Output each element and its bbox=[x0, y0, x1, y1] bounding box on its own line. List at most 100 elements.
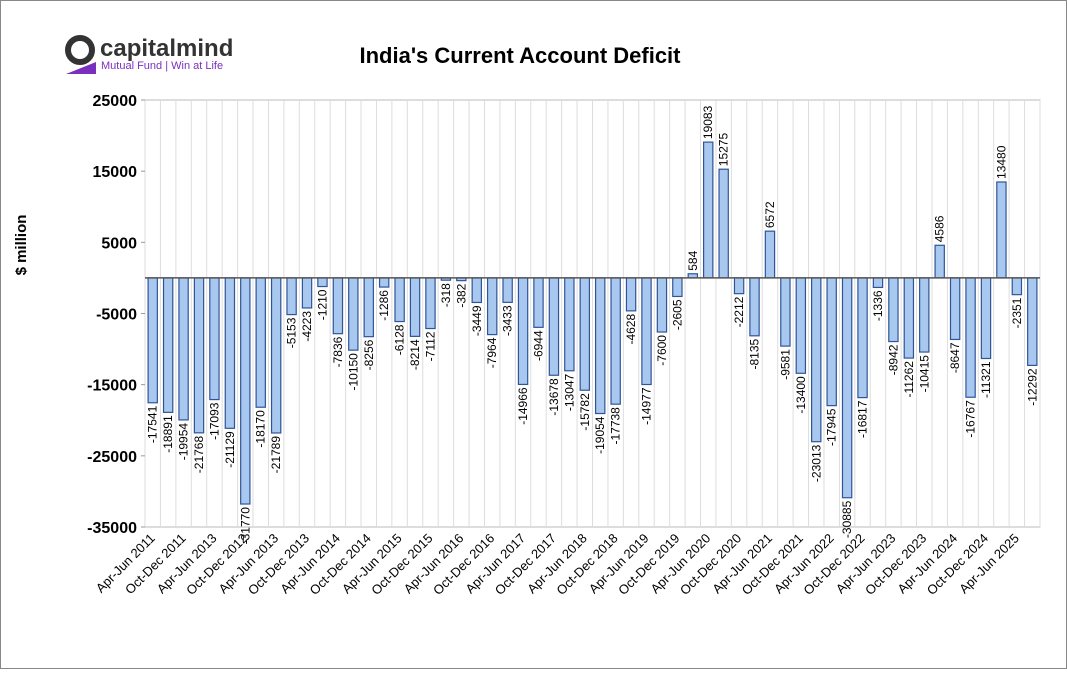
data-label: -12292 bbox=[1025, 368, 1039, 406]
data-label: -21768 bbox=[192, 436, 206, 474]
bar bbox=[317, 277, 328, 288]
bar bbox=[656, 277, 668, 333]
data-label: -17945 bbox=[825, 408, 839, 446]
data-label: -17093 bbox=[207, 402, 221, 440]
data-label: -14977 bbox=[640, 387, 654, 425]
data-label: -21789 bbox=[269, 436, 283, 474]
data-label: -9581 bbox=[778, 349, 792, 380]
bar bbox=[780, 277, 791, 347]
data-label: -1210 bbox=[315, 289, 329, 320]
data-label: 13480 bbox=[994, 145, 1008, 179]
bar bbox=[749, 277, 760, 337]
bar bbox=[903, 277, 915, 359]
data-label: -18170 bbox=[254, 410, 268, 448]
data-label: -13678 bbox=[547, 378, 561, 416]
bar bbox=[240, 277, 251, 505]
data-label: -17541 bbox=[146, 405, 160, 443]
bar bbox=[1011, 277, 1023, 296]
data-label: -10150 bbox=[346, 353, 360, 391]
y-tick-label: 15000 bbox=[93, 164, 138, 181]
bar bbox=[548, 277, 560, 376]
data-label: -7600 bbox=[655, 335, 669, 366]
bar bbox=[857, 277, 868, 399]
bar bbox=[348, 277, 359, 351]
y-tick-label: -5000 bbox=[96, 307, 137, 324]
data-label: -4628 bbox=[624, 314, 638, 345]
bar bbox=[872, 277, 884, 289]
y-tick-label: 5000 bbox=[101, 235, 137, 252]
data-label: -8942 bbox=[886, 344, 900, 375]
bar bbox=[378, 277, 390, 288]
bar bbox=[533, 277, 544, 328]
logo-swoosh bbox=[66, 62, 96, 74]
bar bbox=[286, 277, 297, 316]
chart-title: India's Current Account Deficit bbox=[359, 43, 681, 68]
data-label: -382 bbox=[454, 283, 468, 307]
data-label: -7964 bbox=[485, 337, 499, 368]
data-label: -2212 bbox=[732, 296, 746, 327]
data-label: -2605 bbox=[670, 299, 684, 330]
y-tick-label: -15000 bbox=[87, 378, 137, 395]
data-label: -11321 bbox=[979, 361, 993, 398]
data-label: -1336 bbox=[871, 290, 885, 321]
logo-name: capitalmind bbox=[100, 35, 233, 62]
bar bbox=[888, 277, 899, 343]
y-tick-label: 25000 bbox=[93, 93, 138, 110]
data-label: -4223 bbox=[300, 311, 314, 342]
bar bbox=[594, 277, 606, 415]
bar bbox=[579, 277, 591, 391]
data-label: 15275 bbox=[717, 133, 731, 167]
data-label: -2351 bbox=[1010, 297, 1024, 328]
data-label: -10415 bbox=[917, 355, 931, 393]
y-tick-label: -35000 bbox=[87, 520, 137, 537]
bar bbox=[764, 230, 776, 279]
data-label: -8256 bbox=[362, 339, 376, 370]
data-label: -13400 bbox=[794, 376, 808, 414]
y-tick-label: -25000 bbox=[87, 449, 137, 466]
data-label: -30885 bbox=[840, 500, 854, 538]
data-label: -14966 bbox=[516, 387, 530, 425]
bar bbox=[394, 277, 405, 323]
bar bbox=[425, 277, 436, 330]
bar bbox=[980, 277, 992, 360]
y-axis-label: $ million bbox=[13, 215, 30, 276]
data-label: 19083 bbox=[701, 105, 715, 139]
bar bbox=[564, 277, 575, 372]
data-label: -13047 bbox=[562, 373, 576, 411]
data-label: 6572 bbox=[763, 201, 777, 228]
data-label: -318 bbox=[439, 283, 453, 307]
bar bbox=[209, 277, 220, 401]
data-label: -7112 bbox=[423, 331, 437, 361]
data-label: -17738 bbox=[609, 407, 623, 445]
bar bbox=[841, 277, 853, 499]
bar bbox=[270, 277, 282, 434]
data-label: -1286 bbox=[377, 290, 391, 321]
bar bbox=[363, 277, 374, 338]
data-label: -8647 bbox=[948, 342, 962, 373]
data-label: -23013 bbox=[809, 444, 823, 482]
bar bbox=[147, 277, 158, 404]
bar bbox=[471, 277, 482, 304]
bar bbox=[625, 277, 637, 312]
data-label: -19054 bbox=[593, 416, 607, 454]
bar bbox=[409, 277, 421, 337]
logo-mark bbox=[65, 35, 95, 65]
bar bbox=[224, 277, 236, 429]
bar bbox=[255, 277, 266, 408]
bar bbox=[486, 277, 498, 336]
bar bbox=[178, 277, 189, 421]
bar bbox=[733, 277, 745, 295]
bar bbox=[703, 141, 714, 279]
bar bbox=[826, 277, 837, 407]
data-label: -5153 bbox=[285, 317, 299, 348]
bar bbox=[795, 277, 807, 374]
bar bbox=[1027, 277, 1038, 366]
bar bbox=[919, 277, 930, 353]
data-label: -3449 bbox=[470, 305, 484, 336]
logo: capitalmind Mutual Fund | Win at Life bbox=[65, 35, 233, 74]
bar bbox=[811, 277, 822, 443]
data-label: -18891 bbox=[161, 415, 175, 453]
data-label: 584 bbox=[686, 250, 700, 270]
data-label: -7836 bbox=[331, 336, 345, 367]
